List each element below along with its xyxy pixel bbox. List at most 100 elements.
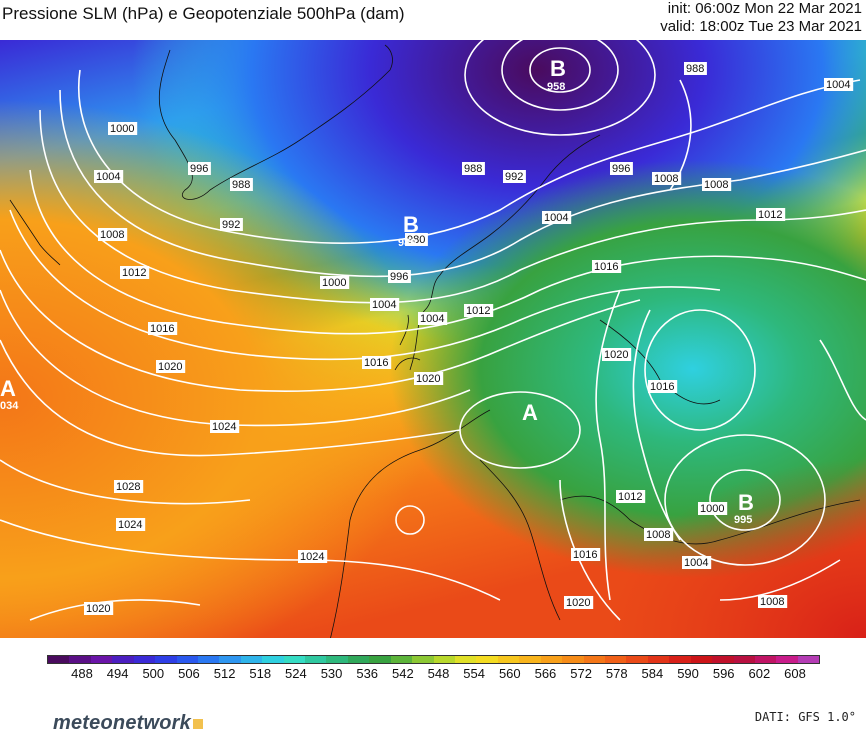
- svg-text:1012: 1012: [122, 267, 146, 279]
- isobar-label: 1012: [120, 266, 150, 279]
- svg-text:1008: 1008: [654, 173, 678, 185]
- colorbar-swatch: [497, 656, 520, 663]
- isobar-label: 1008: [644, 528, 674, 541]
- colorbar-swatch: [455, 656, 477, 663]
- svg-text:1004: 1004: [372, 299, 396, 311]
- colorbar-swatch: [369, 656, 391, 663]
- isobar-label: 1016: [148, 322, 178, 335]
- colorbar-label: 572: [570, 666, 592, 681]
- isobar-label: 1004: [824, 78, 854, 91]
- svg-text:1008: 1008: [760, 596, 784, 608]
- isobar-label: 1012: [756, 208, 786, 221]
- brand-square-icon: [193, 719, 203, 729]
- brand-text: meteonetwork: [53, 712, 191, 734]
- svg-text:1000: 1000: [322, 277, 346, 289]
- center-low-east: B 995: [734, 490, 754, 526]
- colorbar-swatch: [476, 656, 498, 663]
- isobar-labels: 1000 1004 1008 1012 1016 1020 1024 1028 1024 1020…: [84, 62, 854, 615]
- svg-text:B: B: [738, 490, 754, 515]
- colorbar-swatch: [583, 656, 605, 663]
- center-high-west: A 034: [0, 376, 19, 412]
- colorbar-swatch: [390, 656, 413, 663]
- svg-text:1004: 1004: [96, 171, 120, 183]
- svg-text:1016: 1016: [364, 357, 388, 369]
- center-low-north: B 958: [547, 56, 566, 93]
- svg-text:1020: 1020: [416, 373, 440, 385]
- weather-map: 1000 1004 1008 1012 1016 1020 1024 1028 1024 1020…: [0, 40, 866, 638]
- svg-text:034: 034: [0, 400, 19, 412]
- colorbar-swatch: [797, 656, 820, 663]
- svg-text:996: 996: [390, 271, 408, 283]
- svg-text:1008: 1008: [100, 229, 124, 241]
- isobar-label: 1020: [602, 348, 632, 361]
- center-high-europe: A: [522, 400, 538, 425]
- isobar-label: 1004: [542, 211, 572, 224]
- colorbar-label: 560: [498, 666, 521, 681]
- colorbar-swatch: [262, 656, 284, 663]
- isobar-label: 1020: [564, 596, 594, 609]
- isobar-label: 1016: [362, 356, 392, 369]
- colorbar-label: 548: [427, 666, 450, 681]
- svg-text:1016: 1016: [573, 549, 597, 561]
- colorbar-label: 596: [712, 666, 735, 681]
- isobar-label: 992: [220, 218, 243, 231]
- colorbar-label: 566: [534, 666, 557, 681]
- colorbar-swatch: [69, 656, 91, 663]
- isobar-label: 1012: [464, 304, 494, 317]
- svg-text:1024: 1024: [212, 421, 236, 433]
- data-source: DATI: GFS 1.0°: [754, 710, 856, 724]
- colorbar-label: 530: [320, 666, 343, 681]
- colorbar-label: 554: [463, 666, 485, 681]
- colorbar-swatch: [48, 656, 70, 663]
- colorbar-label: 524: [285, 666, 307, 681]
- svg-text:1020: 1020: [158, 361, 182, 373]
- isobar-label: 1000: [320, 276, 350, 289]
- isobar-label: 1008: [702, 178, 732, 191]
- svg-text:992: 992: [505, 171, 523, 183]
- colorbar-swatch: [176, 656, 198, 663]
- svg-text:1016: 1016: [650, 381, 674, 393]
- svg-text:988: 988: [464, 163, 482, 175]
- svg-text:1020: 1020: [86, 603, 110, 615]
- colorbar-label: 542: [391, 666, 414, 681]
- isobar-label: 1020: [414, 372, 444, 385]
- svg-text:1020: 1020: [604, 349, 628, 361]
- colorbar-swatch: [347, 656, 370, 663]
- svg-text:1000: 1000: [110, 123, 134, 135]
- svg-text:1004: 1004: [684, 557, 708, 569]
- colorbar-swatch: [733, 656, 755, 663]
- svg-text:1004: 1004: [544, 212, 568, 224]
- svg-text:988: 988: [232, 179, 250, 191]
- svg-text:1028: 1028: [116, 481, 140, 493]
- svg-text:980: 980: [407, 234, 425, 246]
- isobar-label: 1004: [370, 298, 400, 311]
- isobar-label: 1024: [116, 518, 146, 531]
- svg-text:1008: 1008: [646, 529, 670, 541]
- field-southeast-warm: [0, 40, 866, 638]
- colorbar-swatch: [305, 656, 327, 663]
- svg-text:958: 958: [547, 81, 565, 93]
- isobar-label: 1028: [114, 480, 144, 493]
- svg-text:1004: 1004: [420, 313, 444, 325]
- colorbar-swatch: [604, 656, 627, 663]
- colorbar-swatch: [562, 656, 584, 663]
- isobar-label: 1008: [98, 228, 128, 241]
- colorbar-label: 608: [784, 666, 806, 681]
- isobar-label: 1004: [94, 170, 124, 183]
- svg-text:992: 992: [222, 219, 240, 231]
- colorbar-swatch: [283, 656, 306, 663]
- isobar-label: 1024: [210, 420, 240, 433]
- isobar-label: 1008: [758, 595, 788, 608]
- svg-text:1024: 1024: [118, 519, 142, 531]
- isobar-label: 1008: [652, 172, 682, 185]
- colorbar-swatch: [112, 656, 134, 663]
- isobar-label: 1004: [418, 312, 448, 325]
- isobar-label: 1000: [698, 502, 728, 515]
- isobar-label: 980: [405, 233, 428, 246]
- svg-text:1016: 1016: [150, 323, 174, 335]
- isobar-label: 1020: [84, 602, 114, 615]
- center-low-atlantic: B 980: [398, 212, 419, 249]
- colorbar-swatch: [197, 656, 220, 663]
- colorbar-swatch: [219, 656, 241, 663]
- colorbar-label: 578: [605, 666, 628, 681]
